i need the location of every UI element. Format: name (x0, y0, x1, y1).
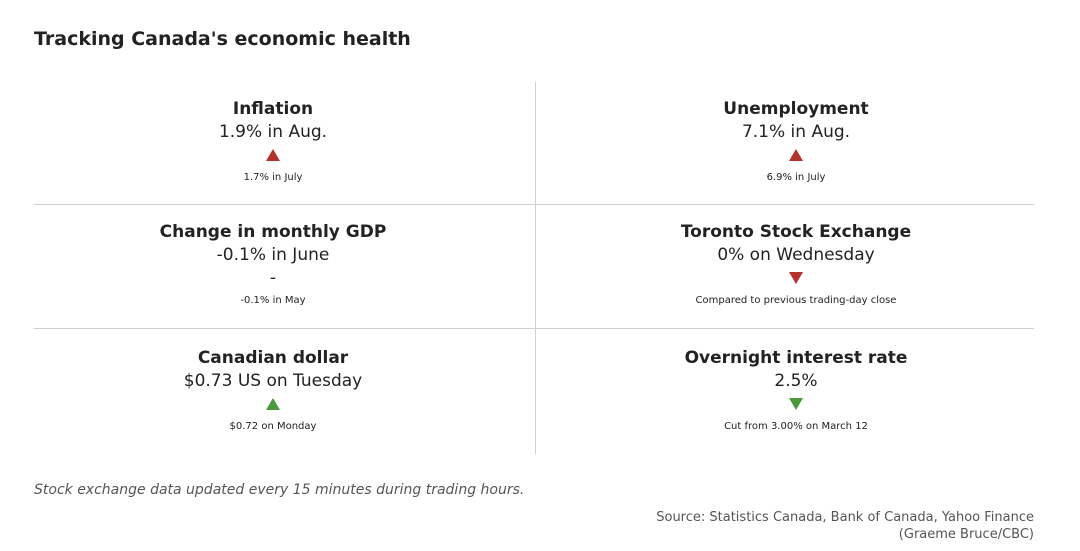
source-credit: Source: Statistics Canada, Bank of Canad… (656, 509, 1034, 543)
indicator-comparison: $0.72 on Monday (229, 421, 317, 432)
indicator-value: 0% on Wednesday (717, 245, 875, 265)
indicator-name: Toronto Stock Exchange (680, 222, 912, 242)
trend-indicator (557, 393, 1035, 415)
update-note: Stock exchange data updated every 15 min… (34, 482, 525, 498)
indicator-name: Unemployment (723, 99, 869, 119)
indicator-comparison: Cut from 3.00% on March 12 (724, 421, 868, 432)
row-divider (34, 328, 1034, 329)
indicator-comparison: 1.7% in July (243, 172, 303, 183)
indicator-value: 7.1% in Aug. (741, 122, 851, 142)
column-divider (535, 82, 536, 454)
indicator-inflation: Inflation 1.9% in Aug. 1.7% in July (34, 98, 512, 185)
up-arrow-icon (266, 149, 280, 161)
indicator-name: Change in monthly GDP (159, 222, 387, 242)
indicator-name: Canadian dollar (197, 348, 349, 368)
indicator-tsx: Toronto Stock Exchange 0% on Wednesday C… (557, 221, 1035, 308)
up-arrow-icon (266, 398, 280, 410)
indicator-comparison: 6.9% in July (766, 172, 826, 183)
up-arrow-icon (789, 149, 803, 161)
indicator-value: -0.1% in June (216, 245, 330, 265)
down-arrow-icon (789, 272, 803, 284)
indicator-grid: Inflation 1.9% in Aug. 1.7% in July Unem… (34, 82, 1034, 454)
indicator-gdp: Change in monthly GDP -0.1% in June - -0… (34, 221, 512, 308)
indicator-name: Overnight interest rate (684, 348, 908, 368)
row-divider (34, 204, 1034, 205)
indicator-value: 2.5% (774, 371, 818, 391)
indicator-comparison: -0.1% in May (240, 295, 306, 306)
no-change-dash: - (269, 268, 277, 288)
indicator-value: $0.73 US on Tuesday (183, 371, 363, 391)
indicator-canadian-dollar: Canadian dollar $0.73 US on Tuesday $0.7… (34, 347, 512, 434)
trend-indicator: - (34, 267, 512, 289)
indicator-comparison: Compared to previous trading-day close (695, 295, 897, 306)
trend-indicator (34, 393, 512, 415)
indicator-value: 1.9% in Aug. (218, 122, 328, 142)
source-line: Source: Statistics Canada, Bank of Canad… (656, 510, 1034, 525)
indicator-name: Inflation (232, 99, 314, 119)
trend-indicator (557, 144, 1035, 166)
credit-line: (Graeme Bruce/CBC) (898, 527, 1034, 542)
trend-indicator (34, 144, 512, 166)
down-arrow-icon (789, 398, 803, 410)
trend-indicator (557, 267, 1035, 289)
page-title: Tracking Canada's economic health (34, 28, 411, 50)
indicator-interest-rate: Overnight interest rate 2.5% Cut from 3.… (557, 347, 1035, 434)
indicator-unemployment: Unemployment 7.1% in Aug. 6.9% in July (557, 98, 1035, 185)
